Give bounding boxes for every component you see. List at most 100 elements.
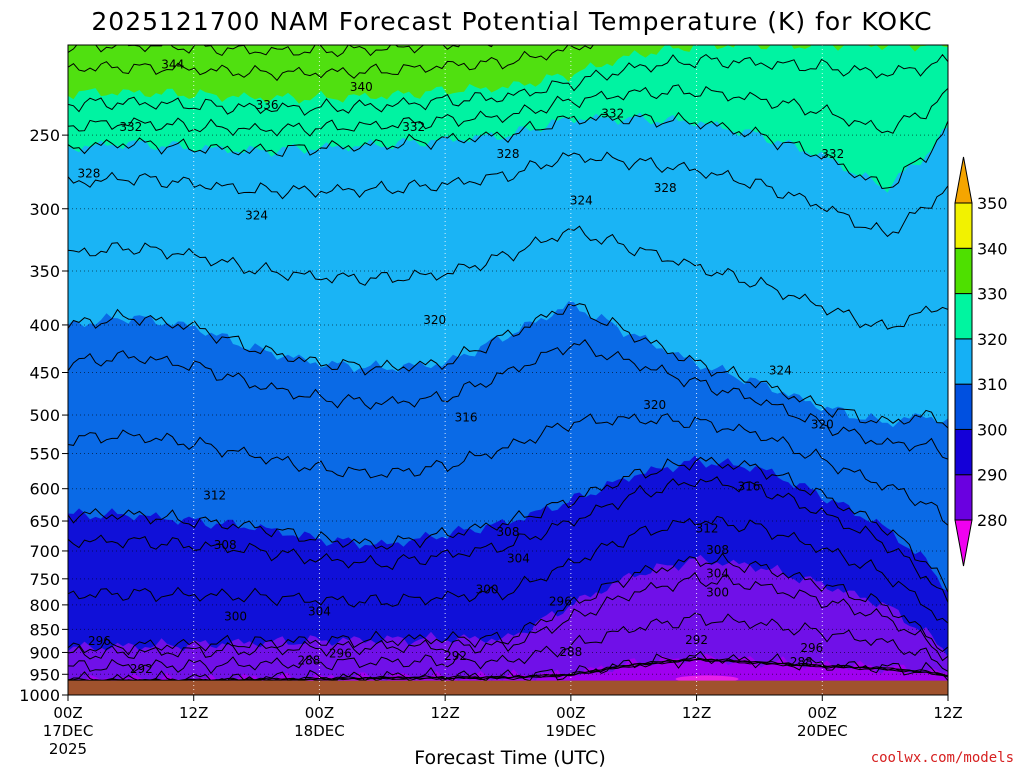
y-tick-label: 700 [29,542,60,561]
chart-title: 2025121700 NAM Forecast Potential Temper… [91,7,932,36]
x-tick-label: 20DEC [797,722,848,740]
x-tick-label: 19DEC [546,722,597,740]
contour-label: 344 [161,58,184,72]
contour-label: 292 [130,662,153,676]
contour-label: 288 [790,655,813,669]
x-tick-label: 00Z [53,704,82,722]
y-tick-label: 900 [29,643,60,662]
x-tick-label: 00Z [305,704,334,722]
isentrope-334 [68,84,948,137]
isentrope-314 [68,413,948,526]
y-tick-label: 250 [29,126,60,145]
colorbar-label: 350 [977,194,1008,213]
colorbar-label: 290 [977,466,1008,485]
colorbar-label: 310 [977,375,1008,394]
contour-label: 296 [549,594,572,608]
isentrope-310 [68,456,948,593]
contour-label: 316 [737,480,760,494]
contour-label: 316 [455,410,478,424]
y-tick-label: 850 [29,620,60,639]
contour-label: 332 [119,120,142,134]
y-tick-label: 550 [29,445,60,464]
isentrope-298 [68,571,948,662]
y-tick-label: 1000 [19,686,60,705]
contour-label: 300 [706,586,729,600]
colorbar-segment [954,383,973,430]
colorbar-segment [954,428,973,476]
contour-label: 328 [77,167,100,181]
y-tick-label: 400 [29,316,60,335]
x-tick-label: 12Z [179,704,208,722]
isentrope-324 [68,225,948,330]
contour-label: 328 [654,181,677,195]
y-tick-label: 950 [29,665,60,684]
contour-label: 332 [821,147,844,161]
plot-area [68,45,948,695]
contour-label: 304 [507,551,530,565]
plot-frame [67,44,949,696]
contour-label: 296 [329,646,352,660]
colorbar-label: 300 [977,420,1008,439]
y-tick-label: 750 [29,570,60,589]
isentrope-304 [68,515,948,624]
y-tick-label: 800 [29,596,60,615]
contour-label: 296 [88,634,111,648]
y-tick-label: 600 [29,480,60,499]
isentrope-320 [68,303,948,429]
y-tick-label: 500 [29,406,60,425]
x-tick-label: 12Z [430,704,459,722]
isentrope-lines [68,45,948,695]
colorbar-label: 320 [977,330,1008,349]
contour-label: 332 [601,107,624,121]
y-axis-ticks: 250 300 350 400 450 500 550 600 650 700 750 800 850 9… [19,126,68,705]
contour-label: 324 [769,364,792,378]
contour-labels: 344 340 336 332 332 332 332 328 328 328 324 324 324 3… [77,58,844,676]
isentrope-328 [68,151,948,238]
y-tick-label: 450 [29,364,60,383]
colorbar-label: 280 [977,511,1008,530]
isentrope-300 [68,552,948,656]
colorbar: 280 290 300 310 320 330 340 350 [954,156,1008,567]
contour-label: 308 [214,538,237,552]
contour-label: 312 [203,488,226,502]
contour-label: 320 [811,418,834,432]
layer-theta-340 [68,45,948,104]
contour-label: 304 [706,566,729,580]
x-tick-label: 12Z [682,704,711,722]
y-tick-label: 300 [29,200,60,219]
contour-label: 300 [476,582,499,596]
x-tick-label: 17DEC [43,722,94,740]
isentrope-330 [68,111,948,190]
isentrope-318 [68,339,948,460]
colorbar-segment [954,338,973,385]
contour-label: 336 [256,98,279,112]
colorbar-segment [954,202,973,249]
x-tick-label: 18DEC [294,722,345,740]
isentrope-348 [68,45,494,58]
colorbar-segment [954,293,973,340]
isentrope-near-surface [68,658,948,682]
contour-label: 308 [706,543,729,557]
contour-label: 340 [350,80,373,94]
x-tick-label: 12Z [933,704,962,722]
x-tick-label: 2025 [49,740,87,758]
contour-label: 292 [685,633,708,647]
colorbar-label: 330 [977,285,1008,304]
contour-label: 324 [570,194,593,208]
contour-label: 288 [559,645,582,659]
isentrope-308 [68,476,948,603]
contour-label: 288 [297,653,320,667]
colorbar-label: 340 [977,239,1008,258]
isentrope-344 [68,45,594,82]
credit-text: coolwx.com/models [871,750,1014,766]
contour-label: 300 [224,609,247,623]
x-axis-label: Forecast Time (UTC) [414,747,605,768]
colorbar-segment [954,474,973,521]
contour-label: 320 [643,398,666,412]
colorbar-segment [954,247,973,295]
y-tick-label: 350 [29,262,60,281]
contour-label: 304 [308,604,331,618]
contour-label: 332 [402,120,425,134]
